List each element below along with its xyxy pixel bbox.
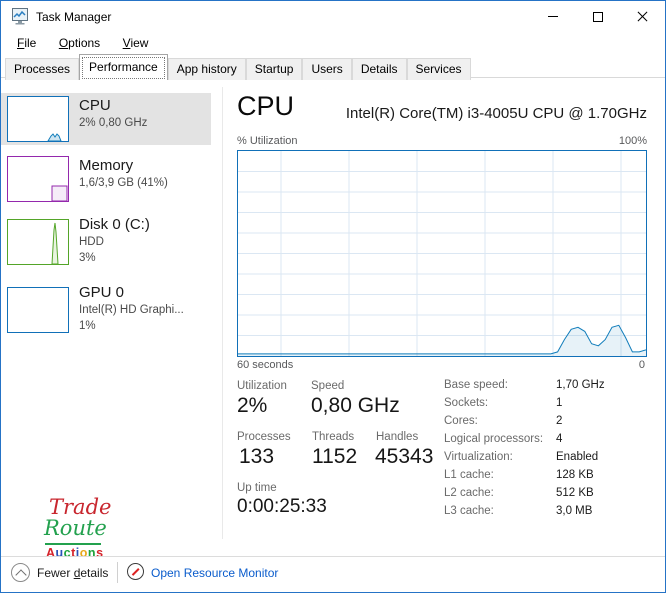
sidebar-disk-usage: 3% [79, 252, 96, 264]
sidebar-cpu-title: CPU [79, 97, 111, 114]
cpu-mini-chart [7, 96, 69, 142]
window-title: Task Manager [36, 10, 112, 24]
handles-label: Handles [376, 431, 419, 443]
threads-label: Threads [312, 431, 355, 443]
gpu-mini-chart [7, 287, 69, 333]
uptime-value: 0:00:25:33 [237, 496, 327, 517]
cores-label: Cores: [444, 415, 478, 427]
virtualization-value: Enabled [556, 451, 599, 463]
sidebar-memory-title: Memory [79, 157, 134, 174]
threads-value: 1152 [312, 445, 358, 468]
sidebar-gpu-usage: 1% [79, 320, 96, 332]
task-manager-icon [12, 8, 28, 25]
logo-route: Route [44, 516, 107, 540]
sidebar-item-memory[interactable]: Memory 1,6/3,9 GB (41%) [1, 153, 211, 205]
processes-value: 133 [239, 445, 275, 468]
open-resource-monitor-link[interactable]: Open Resource Monitor [151, 566, 279, 580]
tab-processes[interactable]: Processes [5, 58, 80, 80]
maximize-icon [592, 11, 603, 22]
menu-bar: File Options View [1, 32, 665, 54]
axis-label-0: 0 [638, 359, 645, 371]
l1-cache-label: L1 cache: [444, 469, 494, 481]
tab-users[interactable]: Users [302, 58, 352, 80]
tab-bar: Processes Performance App history Startup Us… [1, 54, 665, 80]
cores-value: 2 [556, 415, 563, 427]
base-speed-value: 1,70 GHz [556, 379, 605, 391]
tab-app-history[interactable]: App history [167, 58, 246, 80]
fewer-details-button[interactable]: Fewer details [37, 566, 109, 580]
axis-label-60-seconds: 60 seconds [237, 359, 294, 371]
sockets-label: Sockets: [444, 397, 489, 409]
footer-separator [117, 562, 118, 583]
utilization-value: 2% [237, 394, 268, 417]
tab-performance[interactable]: Performance [79, 54, 168, 80]
uptime-label: Up time [237, 482, 277, 494]
l3-cache-label: L3 cache: [444, 505, 494, 517]
cpu-model-name: Intel(R) Core(TM) i3-4005U CPU @ 1.70GHz [345, 105, 647, 122]
logo-underline [45, 543, 101, 545]
sidebar-memory-usage: 1,6/3,9 GB (41%) [79, 177, 168, 189]
axis-label-utilization: % Utilization [237, 135, 298, 147]
utilization-label: Utilization [237, 380, 287, 392]
title-bar[interactable]: Task Manager [1, 1, 665, 32]
disk-mini-chart [7, 219, 69, 265]
memory-mini-chart [7, 156, 69, 202]
sidebar-disk-title: Disk 0 (C:) [79, 216, 150, 233]
l1-cache-value: 128 KB [556, 469, 594, 481]
cpu-detail-panel: CPU Intel(R) Core(TM) i3-4005U CPU @ 1.7… [237, 1, 647, 592]
cpu-utilization-chart [237, 150, 647, 357]
footer-bar: Fewer details Open Resource Monitor [1, 556, 665, 592]
speed-value: 0,80 GHz [311, 394, 400, 417]
sidebar-item-disk[interactable]: Disk 0 (C:) HDD 3% [1, 213, 211, 277]
page-title: CPU [237, 91, 295, 121]
logical-processors-label: Logical processors: [444, 433, 544, 445]
sidebar-divider [222, 87, 223, 539]
processes-label: Processes [237, 431, 291, 443]
menu-file[interactable]: File [17, 36, 37, 50]
menu-options[interactable]: Options [58, 36, 101, 50]
maximize-button[interactable] [575, 1, 620, 32]
handles-value: 45343 [375, 445, 434, 468]
sidebar-gpu-title: GPU 0 [79, 284, 125, 301]
tab-startup[interactable]: Startup [245, 58, 303, 80]
sidebar-cpu-usage: 2% 0,80 GHz [79, 117, 148, 129]
logo-trade: Trade [49, 495, 112, 519]
minimize-button[interactable] [530, 1, 575, 32]
axis-label-100-percent: 100% [618, 135, 647, 147]
logical-processors-value: 4 [556, 433, 563, 445]
sidebar-item-cpu[interactable]: CPU 2% 0,80 GHz [1, 93, 211, 145]
speed-label: Speed [311, 380, 345, 392]
tab-details[interactable]: Details [351, 58, 407, 80]
sockets-value: 1 [556, 397, 563, 409]
chevron-up-circle-icon[interactable] [11, 563, 30, 582]
sidebar-disk-type: HDD [79, 236, 104, 248]
sidebar-item-gpu[interactable]: GPU 0 Intel(R) HD Graphi... 1% [1, 281, 211, 345]
l3-cache-value: 3,0 MB [556, 505, 593, 517]
l2-cache-value: 512 KB [556, 487, 594, 499]
sidebar-gpu-name: Intel(R) HD Graphi... [79, 304, 184, 316]
virtualization-label: Virtualization: [444, 451, 513, 463]
base-speed-label: Base speed: [444, 379, 508, 391]
menu-view[interactable]: View [122, 36, 149, 50]
l2-cache-label: L2 cache: [444, 487, 494, 499]
minimize-icon [547, 16, 558, 17]
gauge-icon [127, 563, 144, 580]
tab-services[interactable]: Services [406, 58, 471, 80]
